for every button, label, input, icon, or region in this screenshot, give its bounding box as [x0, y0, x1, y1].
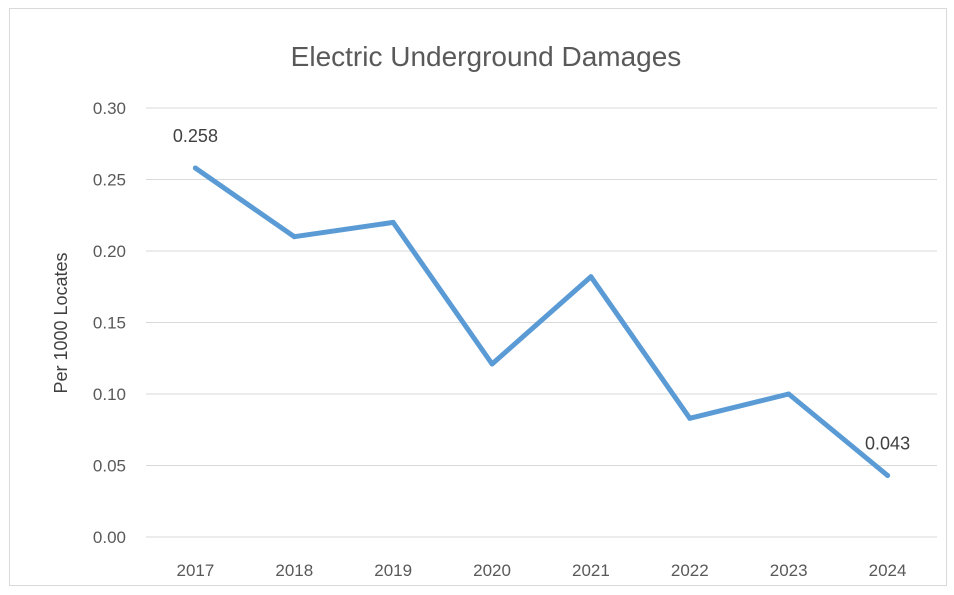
x-tick-label: 2017 [177, 561, 215, 580]
y-tick-label: 0.30 [93, 99, 126, 118]
data-label: 0.043 [865, 434, 910, 454]
x-tick-label: 2020 [473, 561, 511, 580]
y-tick-label: 0.25 [93, 171, 126, 190]
series-line [192, 165, 891, 478]
data-point [390, 219, 396, 225]
data-point [786, 391, 792, 397]
chart-title: Electric Underground Damages [291, 41, 682, 72]
data-point [885, 473, 891, 479]
data-point [291, 234, 297, 240]
data-point [489, 361, 495, 367]
x-tick-labels: 2017 2018 2019 2020 2021 2022 2023 2024 [177, 561, 907, 580]
y-tick-label: 0.00 [93, 528, 126, 547]
y-tick-label: 0.15 [93, 314, 126, 333]
gridlines [146, 107, 937, 538]
x-tick-label: 2022 [671, 561, 709, 580]
y-tick-label: 0.05 [93, 457, 126, 476]
x-tick-label: 2018 [275, 561, 313, 580]
series-group [192, 165, 891, 479]
y-tick-label: 0.10 [93, 385, 126, 404]
x-tick-label: 2023 [770, 561, 808, 580]
data-labels: 0.258 0.043 [173, 126, 910, 453]
x-tick-label: 2019 [374, 561, 412, 580]
x-tick-label: 2024 [869, 561, 907, 580]
x-tick-label: 2021 [572, 561, 610, 580]
data-label: 0.258 [173, 126, 218, 146]
chart-frame [9, 8, 947, 586]
y-tick-label: 0.20 [93, 242, 126, 261]
data-point [588, 274, 594, 280]
data-point [192, 165, 198, 171]
y-tick-labels: 0.00 0.05 0.10 0.15 0.20 0.25 0.30 [93, 99, 126, 547]
y-axis-label: Per 1000 Locates [51, 252, 71, 393]
data-point [687, 415, 693, 421]
